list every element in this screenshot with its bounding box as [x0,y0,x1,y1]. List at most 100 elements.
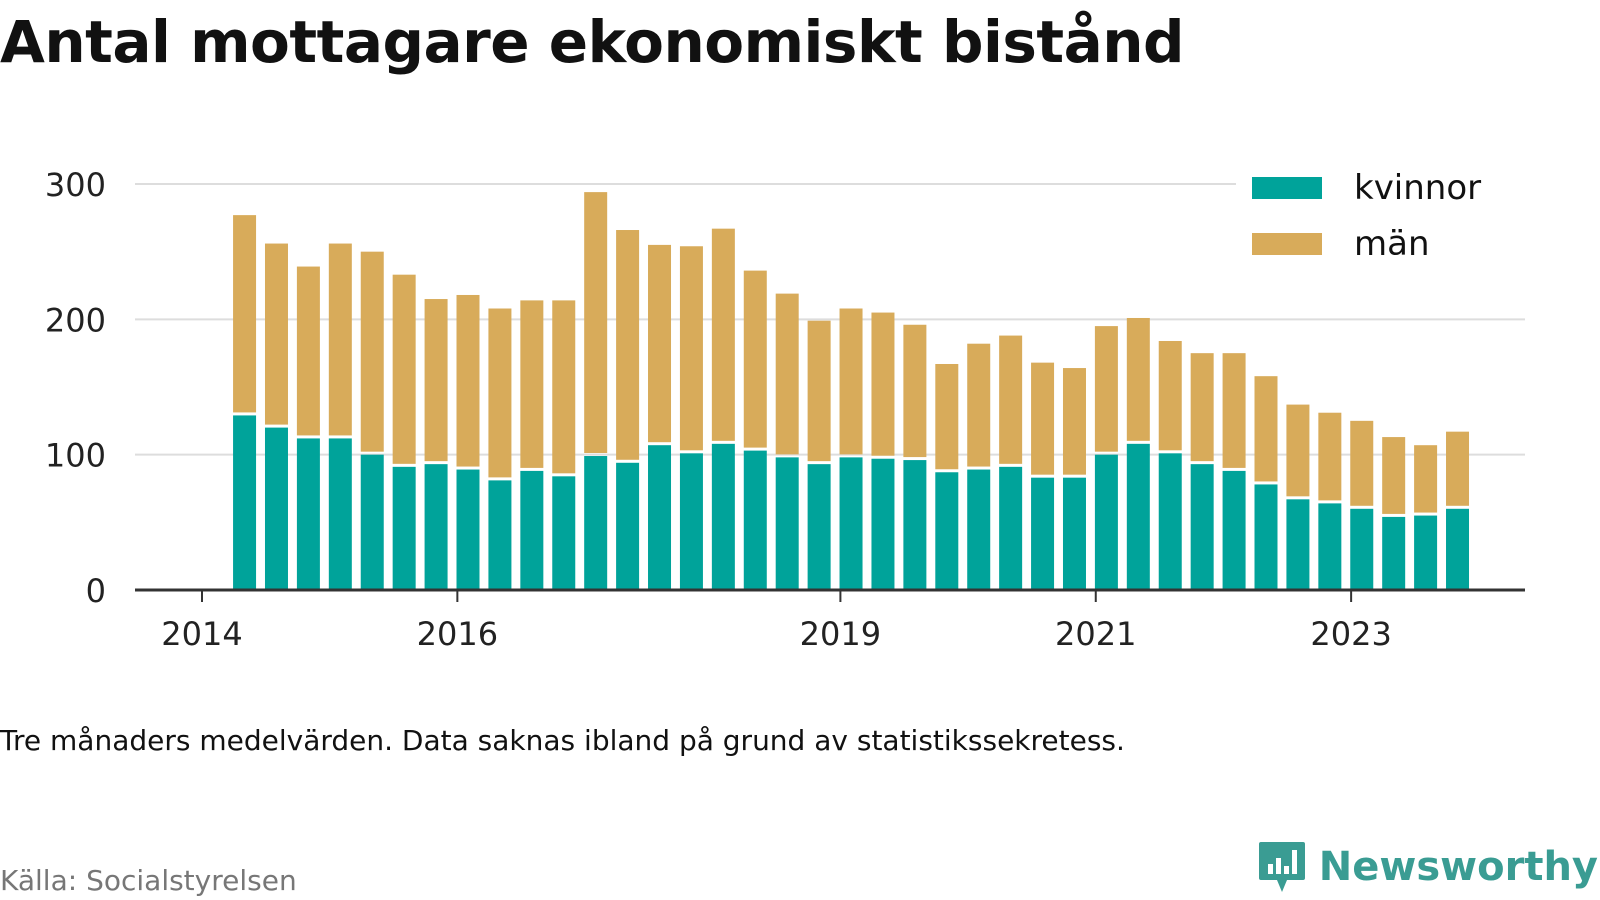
bars [233,192,1470,590]
bar-kvinnor [1126,443,1150,590]
bar-kvinnor [775,457,799,590]
bar-man [328,243,352,436]
bar-kvinnor [424,464,448,590]
bar-man [1158,340,1182,451]
bar-man [584,192,608,454]
bar-man [520,300,544,468]
bar-kvinnor [935,472,959,590]
bar-man [456,294,480,467]
bar-kvinnor [1222,470,1246,590]
bar-man [1382,437,1406,514]
newsworthy-logo-icon [1258,842,1305,892]
bar-kvinnor [807,464,831,590]
bar-man [1446,431,1470,506]
bar-kvinnor [1254,484,1278,590]
legend-label: män [1354,224,1430,264]
chart-title: Antal mottagare ekonomiskt bistånd [0,8,1185,76]
bar-kvinnor [1318,503,1342,590]
bar-kvinnor [999,466,1023,590]
legend-swatch [1252,177,1322,199]
y-tick-label: 0 [86,572,106,610]
bar-man [903,324,927,458]
bar-kvinnor [296,438,320,590]
bar-man [392,274,416,464]
bar-kvinnor [743,450,767,590]
bar-man [679,246,703,451]
y-tick-label: 300 [45,166,106,204]
bar-man [360,251,384,452]
bar-kvinnor [360,454,384,590]
bar-man [1414,445,1438,513]
y-tick-label: 200 [45,301,106,339]
bar-man [1222,353,1246,468]
bar-kvinnor [264,427,288,590]
bar-kvinnor [520,470,544,590]
brand-logo: Newsworthy [1257,840,1598,894]
bar-kvinnor [648,445,672,590]
y-tick-label: 100 [45,437,106,475]
bar-kvinnor [1062,477,1086,590]
bar-kvinnor [1414,515,1438,590]
bar-kvinnor [456,469,480,590]
bar-man [1318,412,1342,501]
stacked-bar-chart: 0 100 200 300 2014 2016 2019 2021 2023 kvinnor mä… [45,164,1526,653]
bar-man [296,266,320,436]
bar-man [1062,368,1086,475]
bar-kvinnor [1350,508,1374,590]
bar-man [743,270,767,448]
bar-man [999,335,1023,464]
bar-man [1126,317,1150,441]
bar-kvinnor [328,438,352,590]
bar-kvinnor [1190,464,1214,590]
bar-kvinnor [679,453,703,590]
x-tick-label: 2023 [1310,615,1391,653]
bar-kvinnor [839,457,863,590]
bar-kvinnor [1286,499,1310,590]
bar-man [935,363,959,470]
bar-kvinnor [1382,516,1406,590]
bar-man [1094,326,1118,452]
x-tick-label: 2014 [161,615,242,653]
legend-swatch [1252,233,1322,255]
bar-man [1254,376,1278,482]
bar-man [1350,420,1374,506]
legend: kvinnor män [1236,164,1526,276]
bar-kvinnor [1158,453,1182,590]
bar-man [871,312,895,456]
bar-man [424,299,448,462]
bar-man [839,308,863,455]
bar-man [616,230,640,460]
bar-kvinnor [552,476,576,590]
bar-man [488,308,512,478]
bar-kvinnor [1031,477,1055,590]
bar-man [1286,404,1310,497]
brand-name: Newsworthy [1318,844,1598,890]
bar-man [807,320,831,462]
bar-man [264,243,288,425]
bar-kvinnor [616,462,640,590]
bar-kvinnor [392,466,416,590]
bar-kvinnor [233,415,257,590]
bar-kvinnor [1446,508,1470,590]
bar-man [967,343,991,467]
bar-kvinnor [488,480,512,590]
source-note: Källa: Socialstyrelsen [0,864,297,897]
bar-man [648,244,672,443]
bar-man [1031,362,1055,475]
bar-kvinnor [903,460,927,590]
bar-kvinnor [711,443,735,590]
bar-kvinnor [1094,454,1118,590]
x-tick-label: 2019 [800,615,881,653]
x-tick-label: 2016 [417,615,498,653]
bar-man [775,293,799,455]
legend-label: kvinnor [1354,168,1481,208]
bar-kvinnor [871,458,895,590]
bar-kvinnor [967,469,991,590]
chart-caption: Tre månaders medelvärden. Data saknas ib… [0,724,1125,757]
x-tick-label: 2021 [1055,615,1136,653]
bar-man [1190,353,1214,462]
bar-man [552,300,576,474]
bar-man [233,215,257,413]
axes: 0 100 200 300 2014 2016 2019 2021 2023 [45,166,1525,653]
bar-man [711,228,735,441]
